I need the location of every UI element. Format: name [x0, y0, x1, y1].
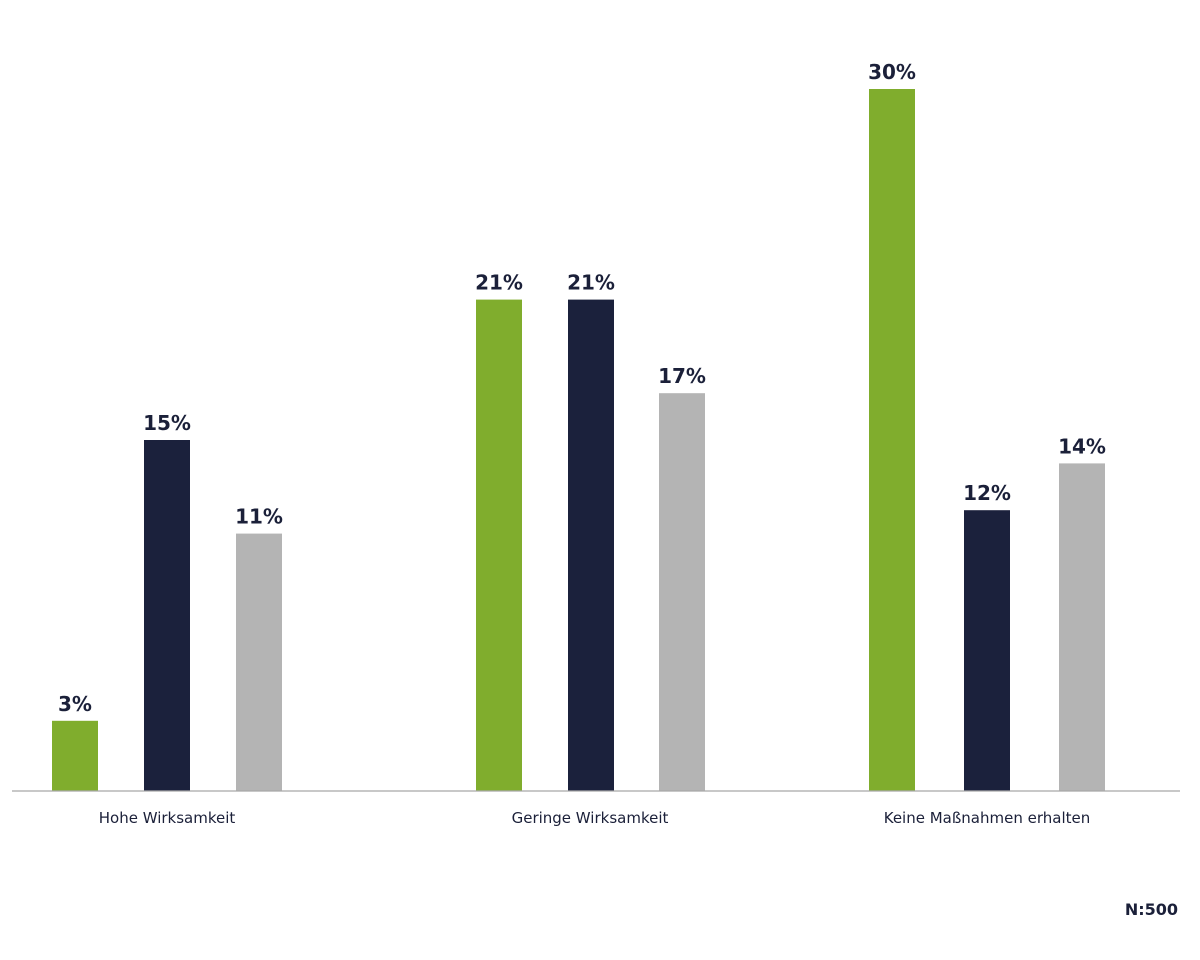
category-label-group: Hohe Wirksamkeit Geringe Wirksamkeit Keine…: [99, 809, 1091, 827]
bar-1-1: [52, 720, 98, 791]
value-label-3-2: 12%: [963, 481, 1011, 505]
value-label-3-3: 14%: [1058, 434, 1106, 458]
category-label-2: Geringe Wirksamkeit: [512, 809, 669, 827]
sample-size-note: N:500: [1124, 900, 1178, 919]
bar-2-3: [659, 393, 705, 791]
value-label-3-1: 30%: [868, 60, 916, 84]
bar-3-3: [1059, 463, 1105, 791]
value-label-group: 3% 21% 30% 15% 21% 12% 11% 17% 14%: [58, 60, 1106, 716]
value-label-1-2: 15%: [143, 411, 191, 435]
category-label-3: Keine Maßnahmen erhalten: [884, 809, 1091, 827]
value-label-1-3: 11%: [235, 505, 283, 529]
bar-3-1: [869, 89, 915, 791]
bar-2-1: [476, 299, 522, 791]
bar-1-3: [236, 533, 282, 791]
category-label-1: Hohe Wirksamkeit: [99, 809, 236, 827]
value-label-1-1: 3%: [58, 692, 92, 716]
value-label-2-3: 17%: [658, 364, 706, 388]
bar-1-2: [144, 440, 190, 791]
bar-2-2: [568, 299, 614, 791]
value-label-2-1: 21%: [475, 271, 523, 295]
bar-group: [52, 89, 1105, 791]
value-label-2-2: 21%: [567, 271, 615, 295]
bar-3-2: [964, 510, 1010, 791]
